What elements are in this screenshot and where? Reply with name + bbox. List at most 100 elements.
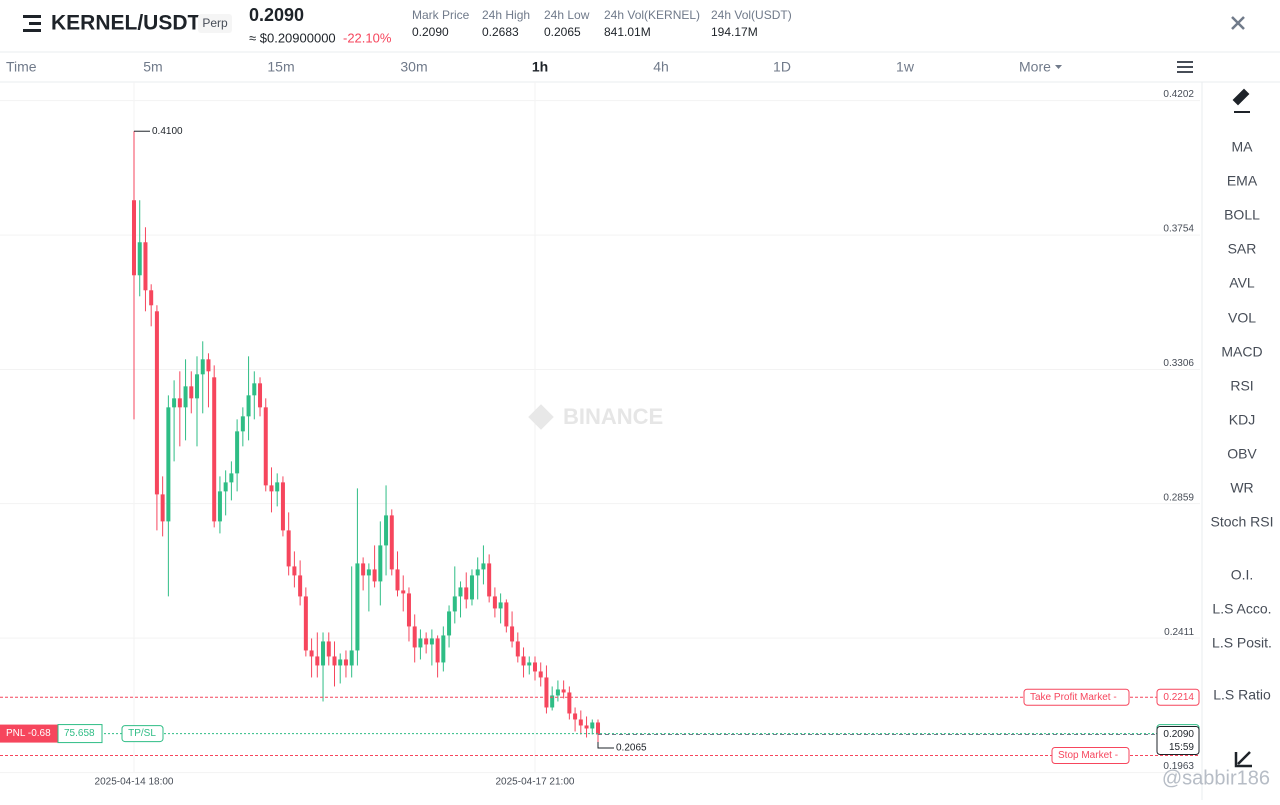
tpsl[interactable]: TP/SL xyxy=(128,728,156,739)
candle-body xyxy=(252,383,257,396)
candle-body xyxy=(349,650,354,666)
indicator[interactable]: VOL xyxy=(1228,310,1256,326)
low-leader xyxy=(597,741,614,749)
menu-icon[interactable] xyxy=(23,15,41,32)
indicator[interactable]: OBV xyxy=(1227,446,1257,462)
y-tick-label: 0.2411 xyxy=(1164,627,1194,638)
candle-body xyxy=(321,641,326,666)
candle-body xyxy=(527,662,532,666)
chart-icon[interactable] xyxy=(1234,751,1252,768)
indicator[interactable]: AVL xyxy=(1229,275,1255,291)
candle-body xyxy=(544,677,549,708)
settings-icon[interactable] xyxy=(1177,61,1193,73)
candle-body xyxy=(269,485,274,492)
candle-body xyxy=(292,566,297,576)
size-box xyxy=(57,724,103,744)
candle-body xyxy=(424,638,429,645)
interval[interactable]: 1w xyxy=(896,59,915,75)
tp-label[interactable]: Take Profit Market - xyxy=(1030,692,1117,703)
indicator[interactable]: BOLL xyxy=(1224,207,1260,223)
candle-body xyxy=(200,359,205,375)
candle-body xyxy=(406,593,411,627)
tag-bg xyxy=(198,14,232,33)
draw-icon[interactable] xyxy=(1232,88,1250,113)
interval[interactable]: Time xyxy=(6,59,37,75)
candle-body xyxy=(384,515,389,546)
stat-label: 24h Vol(USDT) xyxy=(711,8,792,22)
candle-body xyxy=(143,242,148,291)
interval[interactable]: 5m xyxy=(143,59,162,75)
interval[interactable]: 15m xyxy=(267,59,294,75)
candle-body xyxy=(206,359,211,372)
candle-body xyxy=(567,692,572,714)
candle-body xyxy=(555,689,560,696)
indicator[interactable]: L.S Acco. xyxy=(1212,601,1271,617)
interval[interactable]: 30m xyxy=(400,59,427,75)
candle-body xyxy=(258,383,263,408)
stat-label: 24h High xyxy=(482,8,530,22)
candle-body xyxy=(475,569,480,576)
candle-body xyxy=(550,695,555,708)
candle-body xyxy=(166,407,171,522)
candle-body xyxy=(229,473,234,483)
interval[interactable]: 4h xyxy=(653,59,669,75)
indicator[interactable]: L.S Posit. xyxy=(1212,635,1272,651)
interval[interactable]: More xyxy=(1019,59,1051,75)
y-tick-label: 0.1963 xyxy=(1163,761,1194,772)
indicator[interactable]: WR xyxy=(1230,480,1253,496)
candle-body xyxy=(298,575,303,597)
candle-body xyxy=(343,659,348,666)
indicator[interactable]: MACD xyxy=(1221,344,1262,360)
stat-value: 0.2683 xyxy=(482,25,519,39)
interval[interactable]: 1D xyxy=(773,59,791,75)
stat-value: 841.01M xyxy=(604,25,651,39)
indicator[interactable]: L.S Ratio xyxy=(1213,687,1271,703)
candle-body xyxy=(481,563,486,570)
low-label: 0.2065 xyxy=(616,743,647,754)
current-price-box xyxy=(1156,725,1200,755)
candle-body xyxy=(172,398,177,408)
candle-body xyxy=(212,377,217,522)
candle-body xyxy=(280,482,285,531)
indicator[interactable]: RSI xyxy=(1230,378,1253,394)
stat-value: 194.17M xyxy=(711,25,758,39)
y-tick-label: 0.2859 xyxy=(1163,492,1194,503)
sl-label[interactable]: Stop Market - xyxy=(1058,750,1118,761)
y-tick-label: 0.3306 xyxy=(1163,358,1194,369)
candle-body xyxy=(315,656,320,666)
indicator[interactable]: KDJ xyxy=(1229,412,1255,428)
candle-body xyxy=(154,311,159,495)
close-icon[interactable] xyxy=(1231,16,1245,30)
indicator[interactable]: Stoch RSI xyxy=(1210,514,1273,530)
candle-body xyxy=(561,689,566,693)
usd-price: ≈ $0.20900000 xyxy=(249,30,336,45)
x-tick-label: 2025-04-14 18:00 xyxy=(95,777,174,788)
candle-body xyxy=(515,641,520,657)
candle-body xyxy=(469,575,474,600)
y-tick-label: 0.3754 xyxy=(1163,224,1194,235)
candle-body xyxy=(149,290,154,306)
candle-body xyxy=(447,611,452,636)
candle-body xyxy=(441,635,446,663)
dropdown-icon[interactable] xyxy=(1055,65,1062,69)
current-price: 0.2090 xyxy=(1163,729,1194,740)
indicator[interactable]: EMA xyxy=(1227,173,1258,189)
symbol[interactable]: KERNEL/USDT xyxy=(51,12,201,35)
candle-body xyxy=(240,416,245,432)
stat-label: Mark Price xyxy=(412,8,470,22)
watermark: BINANCE xyxy=(563,404,663,429)
x-tick-label: 2025-04-17 21:00 xyxy=(496,777,575,788)
candle-body xyxy=(595,722,601,735)
credit: @sabbir186 xyxy=(1162,767,1270,789)
candle-body xyxy=(372,569,377,582)
candle-body xyxy=(521,656,526,666)
candle-body xyxy=(177,398,182,408)
indicator[interactable]: SAR xyxy=(1228,241,1257,257)
indicator[interactable]: MA xyxy=(1232,139,1254,155)
interval[interactable]: 1h xyxy=(532,59,548,75)
candle-body xyxy=(361,563,366,576)
candle-body xyxy=(355,563,360,651)
candle-body xyxy=(584,725,589,729)
indicator[interactable]: O.I. xyxy=(1231,567,1254,583)
